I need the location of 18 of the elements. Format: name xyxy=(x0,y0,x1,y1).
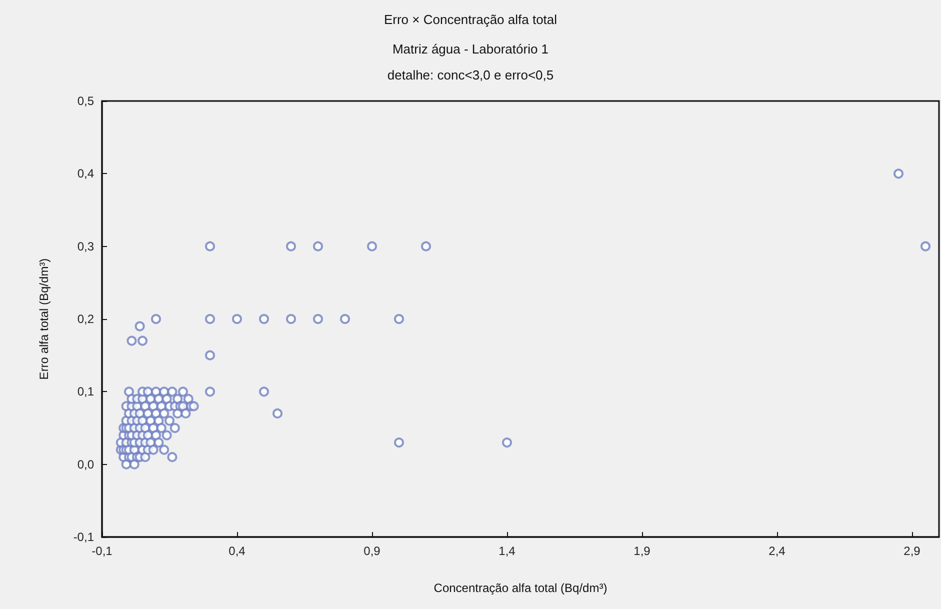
x-tick-label: -0,1 xyxy=(92,544,113,558)
x-tick-label: 2,4 xyxy=(768,544,786,558)
x-tick-label: 2,9 xyxy=(904,544,921,558)
y-tick-label: 0,3 xyxy=(77,239,94,254)
y-tick-label: 0,4 xyxy=(77,166,94,181)
chart-subtitle: Matriz água - Laboratório 1 detalhe: conc<3,0 e erro<0,5 xyxy=(387,42,554,82)
x-tick-label: 1,9 xyxy=(634,544,651,558)
x-tick-label: 1,4 xyxy=(498,544,516,558)
y-tick-label: 0,2 xyxy=(77,312,94,326)
x-tick-label: 0,9 xyxy=(364,544,381,558)
chart-title: Erro × Concentração alfa total xyxy=(384,12,558,27)
y-tick-label: 0,5 xyxy=(77,94,94,108)
y-tick-label: 0,0 xyxy=(77,457,94,472)
y-tick-label: -0,1 xyxy=(73,530,94,544)
y-axis-title: Erro alfa total (Bq/dm³) xyxy=(37,258,51,380)
x-axis-title: Concentração alfa total (Bq/dm³) xyxy=(434,581,608,595)
x-tick-label: 0,4 xyxy=(228,544,246,558)
y-tick-label: 0,1 xyxy=(77,384,94,399)
